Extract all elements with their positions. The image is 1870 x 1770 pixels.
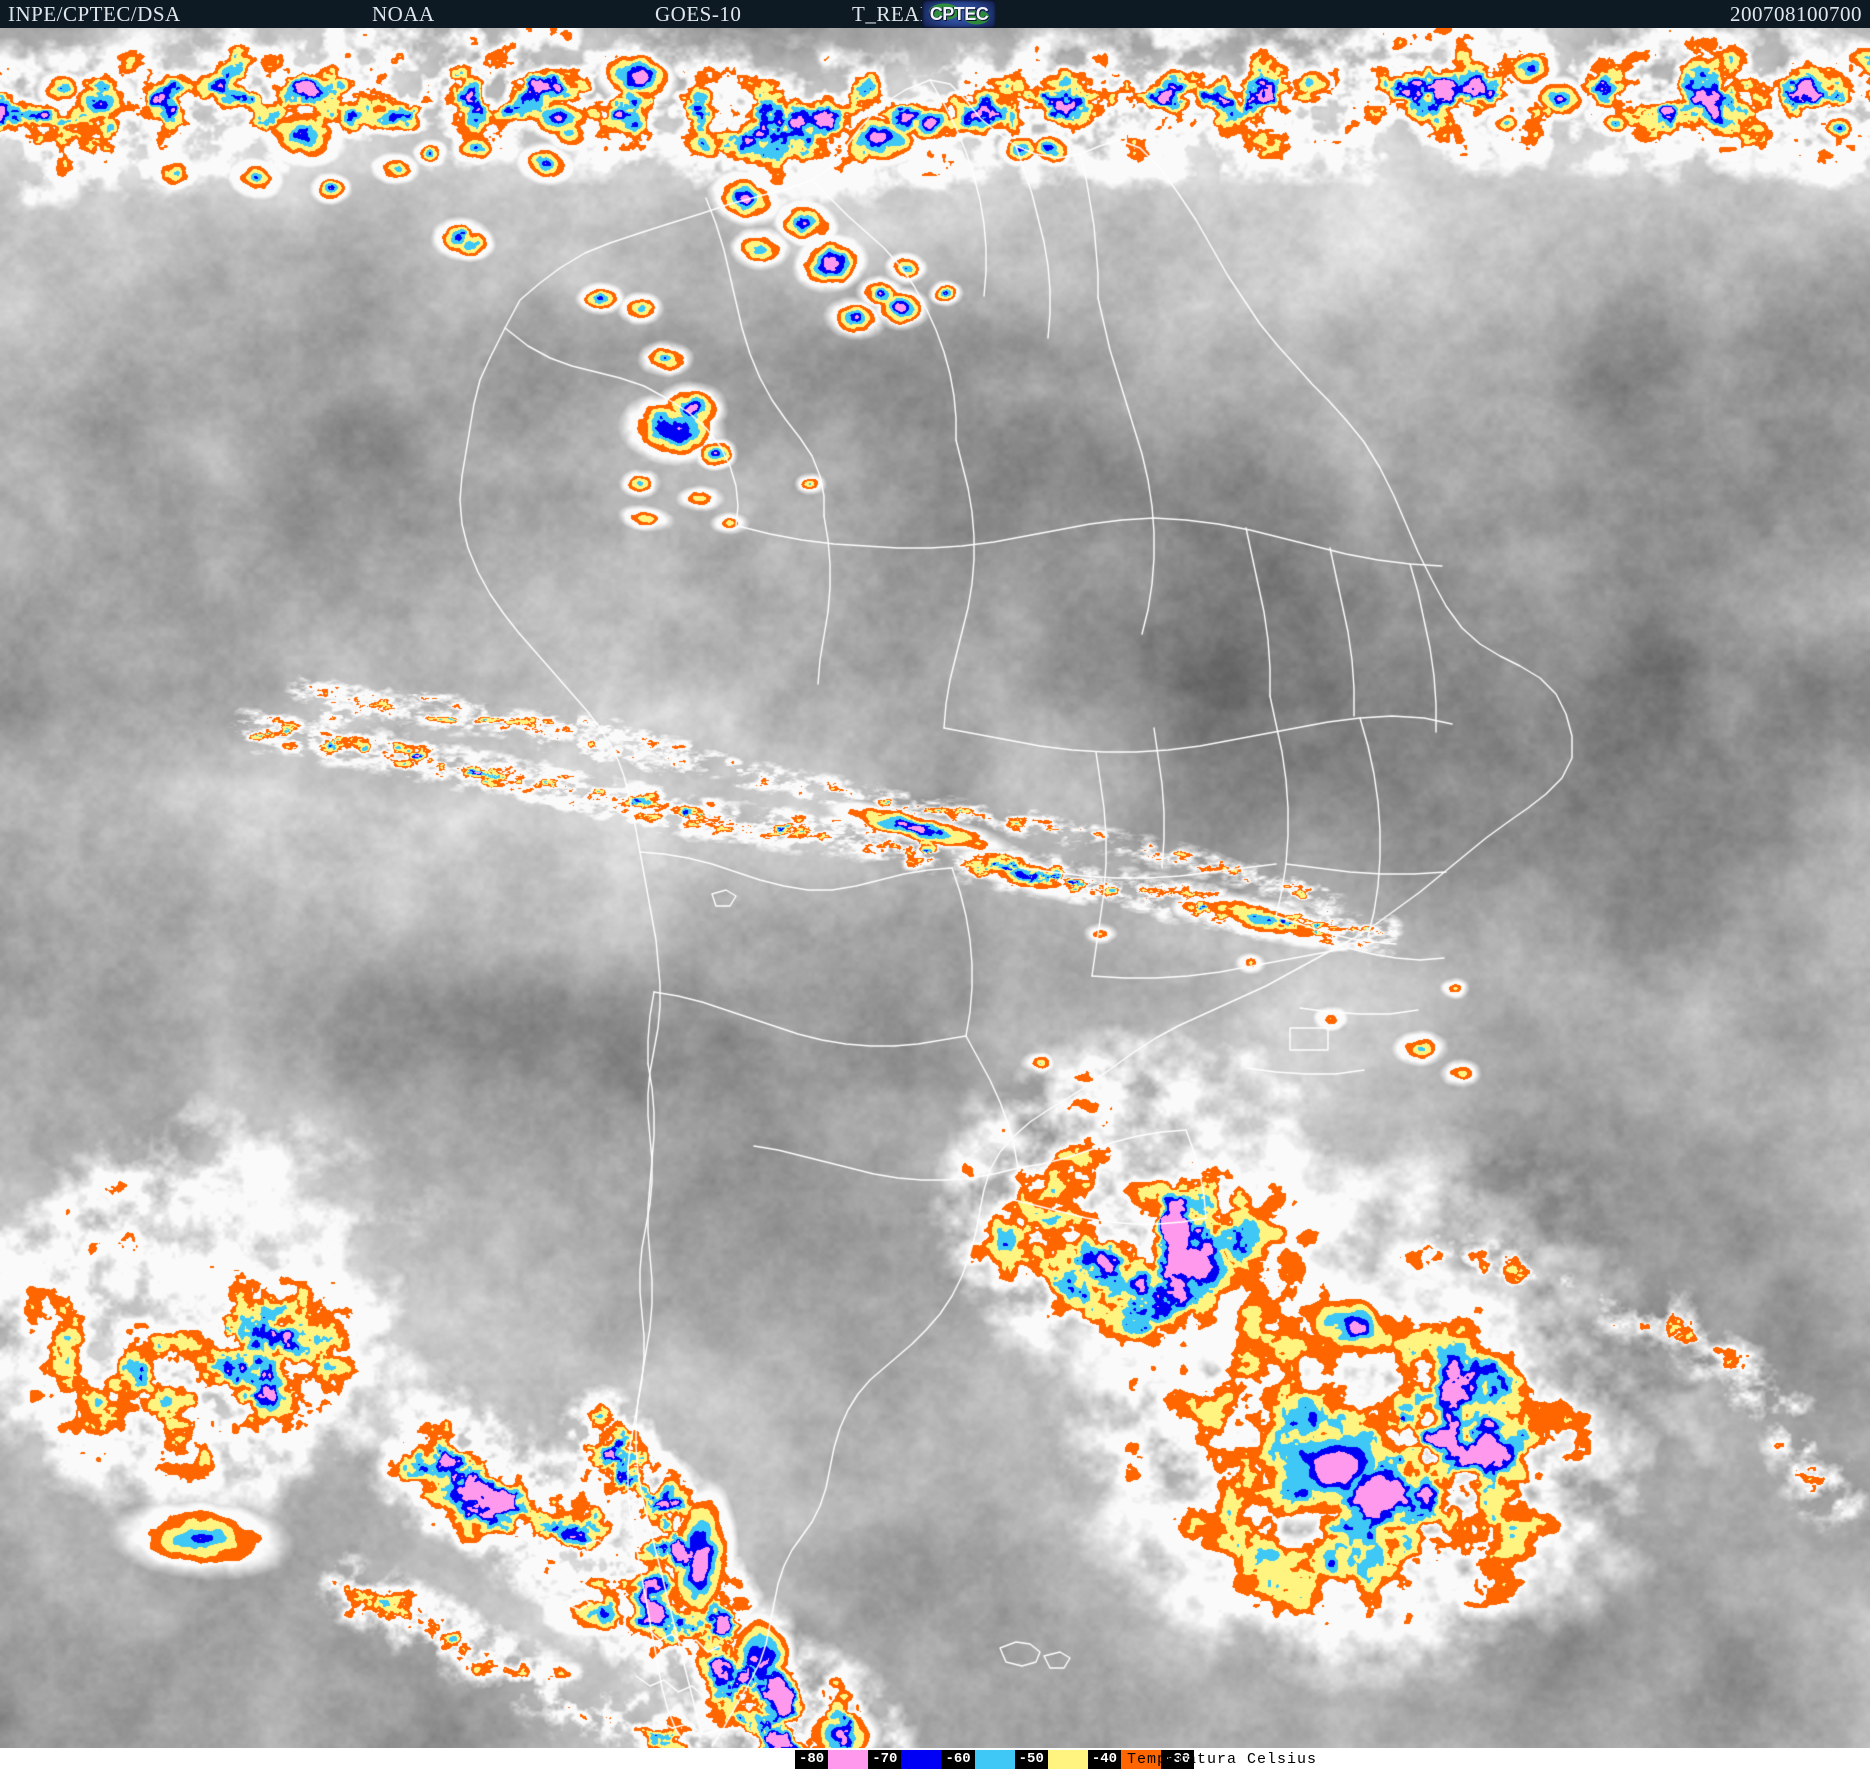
color-scale-tick: -60: [941, 1750, 975, 1769]
color-scale-swatch-magenta: [828, 1750, 869, 1769]
color-scale-swatch-yellow: [1047, 1750, 1088, 1769]
color-scale-tick: -80: [795, 1750, 829, 1769]
satellite-image: [0, 28, 1870, 1748]
header-platform: GOES-10: [655, 2, 742, 26]
header-agency: NOAA: [372, 2, 435, 26]
satellite-image-canvas: [0, 28, 1870, 1748]
header-timestamp: 200708100700: [1730, 2, 1862, 26]
header-organization: INPE/CPTEC/DSA: [8, 2, 181, 26]
color-scale-tick: -40: [1087, 1750, 1122, 1769]
color-scale-caption: Temperatura Celsius: [1127, 1751, 1318, 1768]
color-scale-swatch-blue: [901, 1750, 942, 1769]
color-scale-tick: -30: [1161, 1750, 1195, 1769]
cptec-logo-label: CPTEC: [929, 4, 989, 24]
header-bar: INPE/CPTEC/DSA NOAA GOES-10 T_REALCE 200…: [0, 0, 1870, 28]
color-scale-swatch-cyan: [974, 1750, 1015, 1769]
color-scale-tick: -50: [1014, 1750, 1048, 1769]
temperature-color-scale: -80 -70 -60 -50 -40 -30: [795, 1750, 1195, 1769]
color-scale-swatch-orange: [1121, 1750, 1162, 1769]
cptec-logo-icon: CPTEC: [922, 0, 996, 28]
color-scale-tick: -70: [868, 1750, 902, 1769]
